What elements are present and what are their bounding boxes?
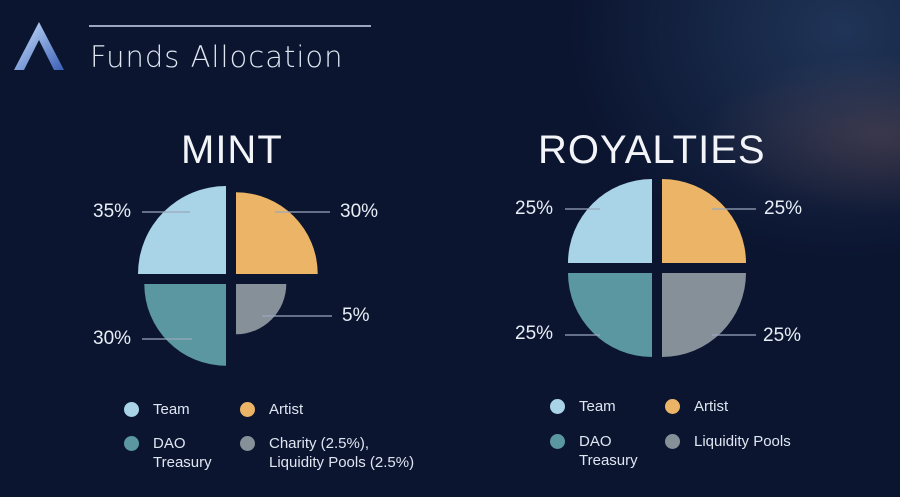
royalties-slice-team [568, 179, 652, 263]
legend-text: Liquidity Pools [694, 433, 791, 450]
mint-label-team: 35% [93, 201, 132, 222]
logo-icon [14, 22, 64, 70]
legend-text: DAO Treasury [579, 433, 638, 469]
royalties-slice-artist [662, 179, 746, 263]
royalties-legend-dao: DAO Treasury [550, 432, 638, 470]
royalties-label-dao: 25% [515, 323, 554, 344]
legend-text: Team [579, 398, 616, 415]
royalties-legend-team: Team [550, 397, 616, 416]
mint-legend-other: Charity (2.5%), Liquidity Pools (2.5%) [240, 434, 414, 472]
royalties-label-team: 25% [515, 198, 554, 219]
mint-label-other: 5% [342, 305, 370, 326]
mint-slice-artist [236, 192, 318, 274]
title-divider [89, 25, 371, 27]
royalties-label-artist: 25% [764, 198, 803, 219]
royalties-label-pools: 25% [763, 325, 802, 346]
legend-swatch [665, 399, 680, 414]
mint-slice-dao-treasury [144, 284, 226, 366]
legend-swatch [240, 402, 255, 417]
mint-label-dao: 30% [93, 328, 132, 349]
royalties-slice-dao-treasury [568, 273, 652, 357]
page-title: Funds Allocation [90, 40, 344, 74]
legend-swatch [124, 402, 139, 417]
legend-swatch [550, 399, 565, 414]
mint-chart-title: MINT [181, 128, 283, 172]
mint-slice-charity-liquidity-pools [236, 284, 287, 335]
legend-swatch [550, 434, 565, 449]
mint-legend-team: Team [124, 400, 190, 419]
legend-text: Charity (2.5%), Liquidity Pools (2.5%) [269, 435, 415, 471]
royalties-slice-liquidity-pools [662, 273, 746, 357]
royalties-legend-pools: Liquidity Pools [665, 432, 791, 451]
legend-text: Artist [269, 401, 304, 418]
legend-text: Team [153, 401, 190, 418]
mint-legend-artist: Artist [240, 400, 303, 419]
mint-slice-team [138, 186, 226, 274]
mint-legend-dao: DAO Treasury [124, 434, 212, 472]
royalties-chart-title: ROYALTIES [538, 128, 766, 172]
legend-swatch [124, 436, 139, 451]
royalties-legend-artist: Artist [665, 397, 728, 416]
legend-swatch [240, 436, 255, 451]
mint-label-artist: 30% [340, 201, 379, 222]
legend-text: DAO Treasury [153, 435, 212, 471]
legend-text: Artist [694, 398, 729, 415]
legend-swatch [665, 434, 680, 449]
